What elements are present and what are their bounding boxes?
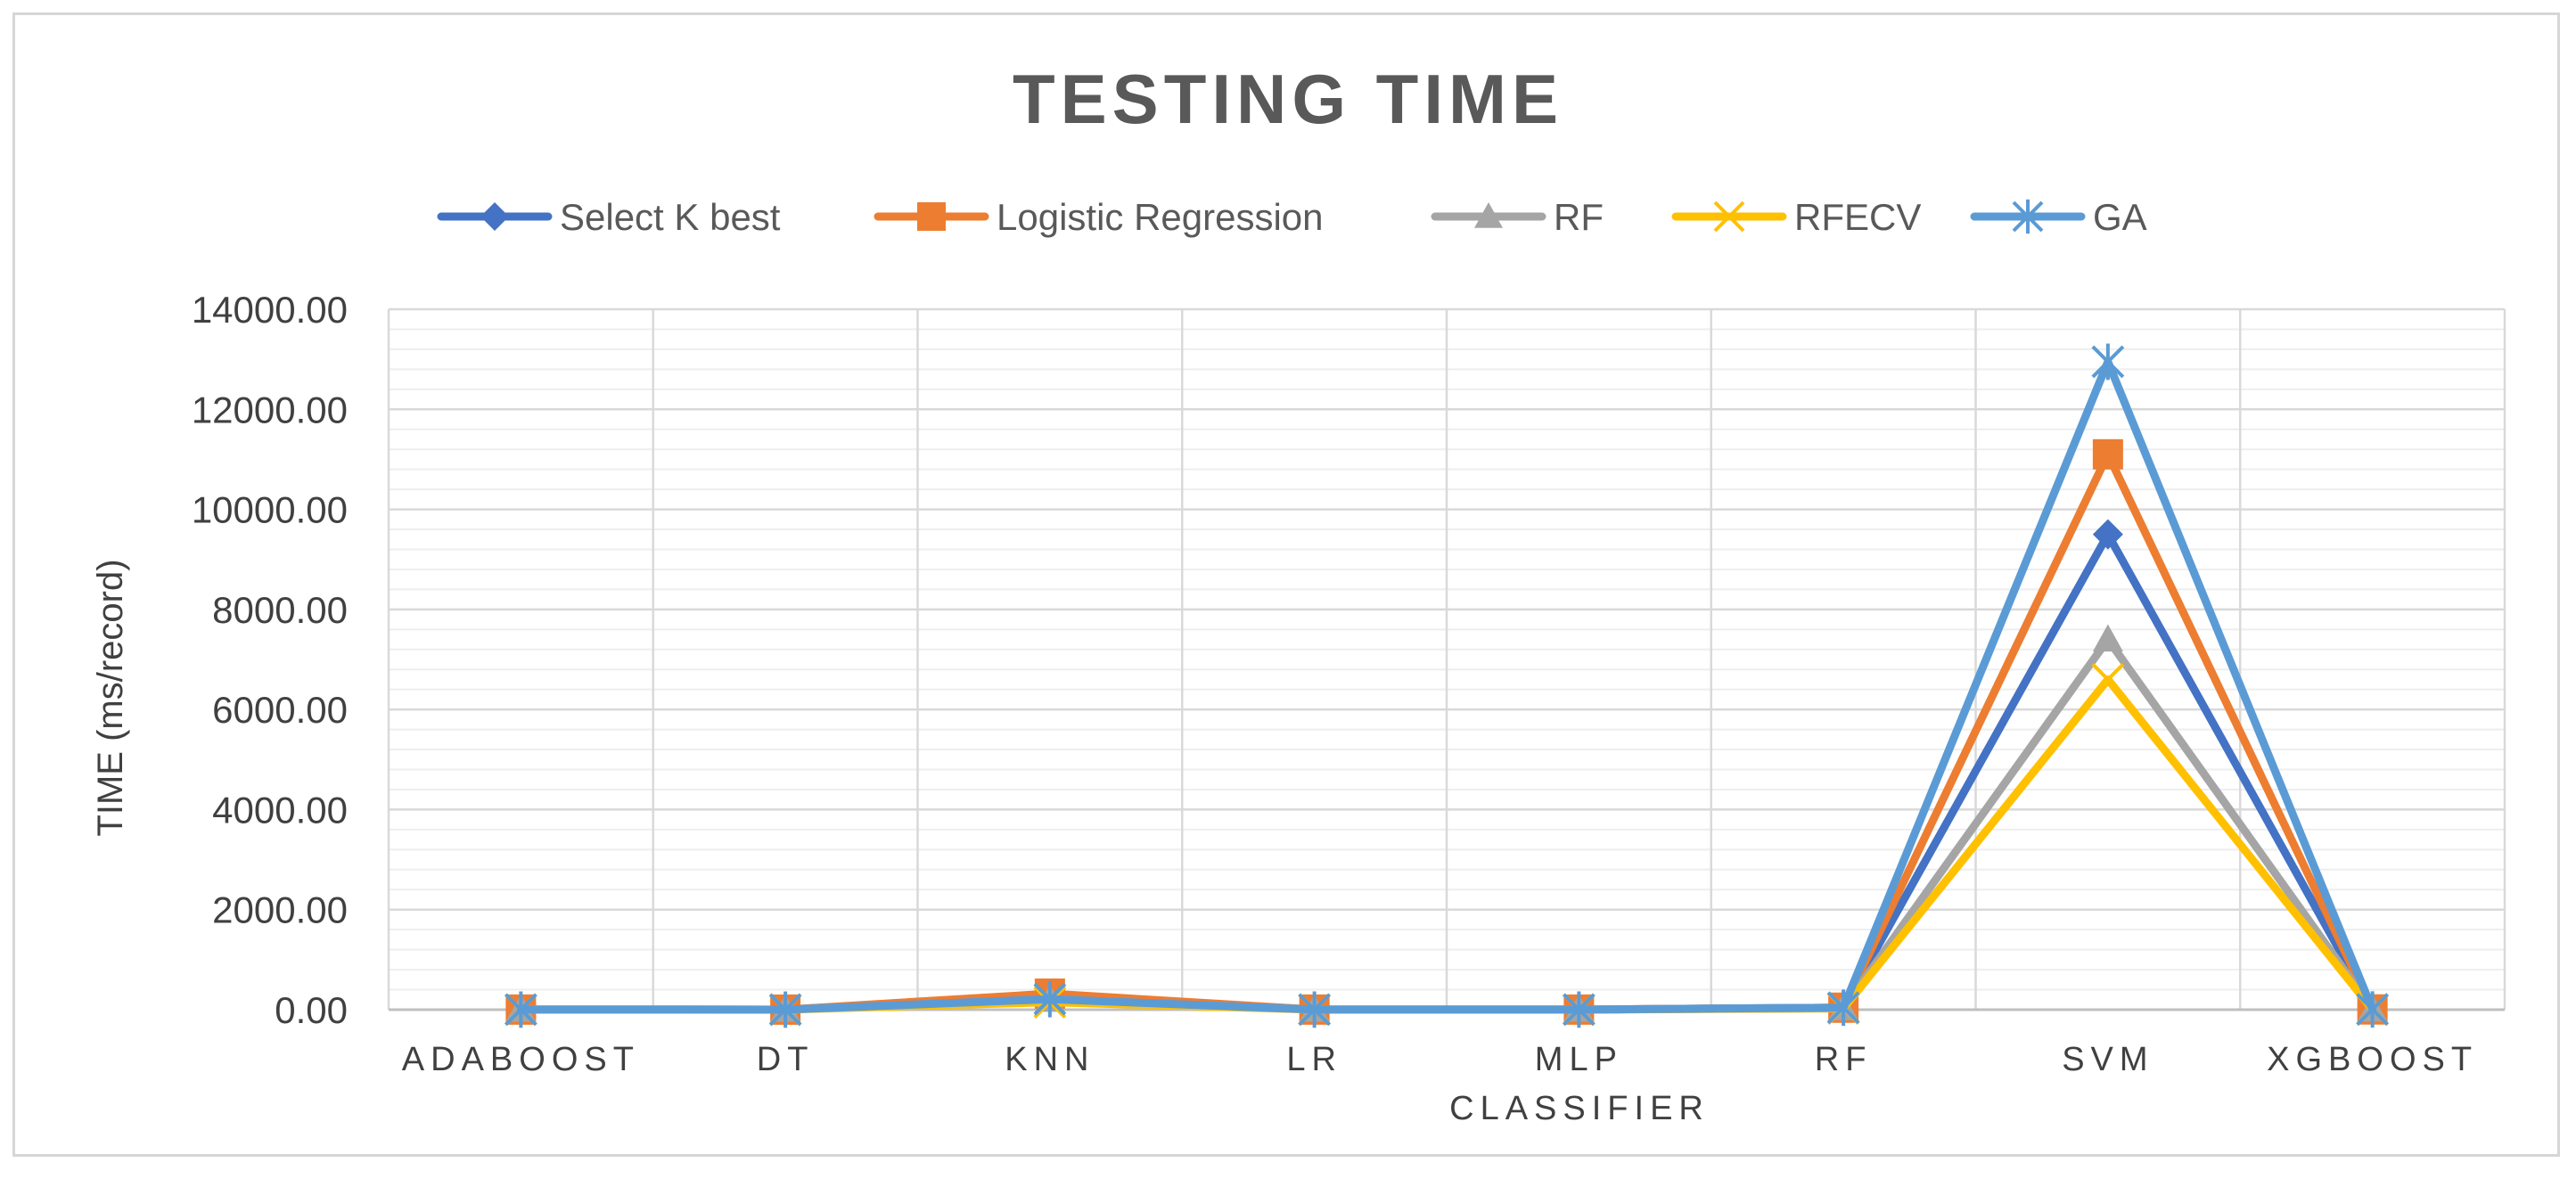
x-tick-label: MLP bbox=[1535, 1041, 1623, 1078]
y-tick-label: 14000.00 bbox=[192, 289, 348, 331]
legend-label: RFECV bbox=[1794, 196, 1921, 238]
legend-label: Select K best bbox=[560, 196, 781, 238]
y-tick-label: 0.00 bbox=[275, 989, 348, 1031]
legend-item: RFECV bbox=[1671, 196, 1921, 238]
y-axis-label: TIME (ms/record) bbox=[91, 559, 130, 836]
x-tick-label: LR bbox=[1286, 1041, 1342, 1078]
x-tick-label: RF bbox=[1815, 1041, 1873, 1078]
y-axis-ticks: 0.00 2000.00 4000.00 6000.00 8000.00 10000.00… bbox=[192, 289, 348, 1031]
series-line bbox=[516, 357, 2377, 1014]
series-layer bbox=[504, 343, 2390, 1028]
y-tick-label: 8000.00 bbox=[212, 589, 348, 631]
chart-title: TESTING TIME bbox=[1013, 60, 1563, 138]
data-point bbox=[1562, 991, 1596, 1028]
data-point bbox=[2356, 991, 2390, 1028]
data-point bbox=[768, 991, 802, 1028]
series-ga bbox=[504, 343, 2390, 1028]
y-tick-label: 4000.00 bbox=[212, 789, 348, 831]
data-point bbox=[2091, 663, 2125, 696]
data-point bbox=[2092, 624, 2123, 652]
data-point bbox=[1826, 989, 1860, 1027]
data-point bbox=[480, 202, 509, 231]
x-axis-ticks: ADABOOST DT KNN LR MLP RF SVM XGBOOST bbox=[402, 1041, 2478, 1078]
legend-item: GA bbox=[1970, 196, 2147, 238]
data-point bbox=[2092, 438, 2123, 470]
data-point bbox=[2012, 199, 2044, 234]
x-tick-label: ADABOOST bbox=[402, 1041, 640, 1078]
x-tick-label: DT bbox=[757, 1041, 815, 1078]
y-tick-label: 10000.00 bbox=[192, 489, 348, 531]
x-axis-label: CLASSIFIER bbox=[1449, 1090, 1710, 1127]
x-tick-label: SVM bbox=[2062, 1041, 2154, 1078]
legend-label: RF bbox=[1554, 196, 1604, 238]
legend-label: GA bbox=[2093, 196, 2147, 238]
data-point bbox=[1713, 201, 1745, 233]
legend: Select K best Logistic Regression RF RFECV G… bbox=[437, 196, 2147, 238]
legend-item: RF bbox=[1431, 196, 1604, 238]
x-tick-label: KNN bbox=[1005, 1041, 1095, 1078]
x-tick-label: XGBOOST bbox=[2267, 1041, 2478, 1078]
data-point-stroke bbox=[1713, 201, 1745, 233]
data-point bbox=[917, 202, 946, 231]
legend-label: Logistic Regression bbox=[997, 196, 1324, 238]
data-point bbox=[1474, 202, 1503, 228]
y-tick-label: 6000.00 bbox=[212, 689, 348, 731]
data-point-stroke bbox=[2091, 663, 2125, 696]
legend-item: Select K best bbox=[437, 196, 781, 238]
plot-grid bbox=[387, 307, 2506, 1011]
data-point bbox=[504, 991, 537, 1028]
data-point bbox=[2091, 343, 2125, 381]
data-point bbox=[1033, 980, 1067, 1018]
legend-item: Logistic Regression bbox=[874, 196, 1324, 238]
y-tick-label: 12000.00 bbox=[192, 389, 348, 430]
data-point bbox=[1298, 991, 1332, 1028]
y-tick-label: 2000.00 bbox=[212, 889, 348, 931]
data-point bbox=[2092, 519, 2123, 550]
